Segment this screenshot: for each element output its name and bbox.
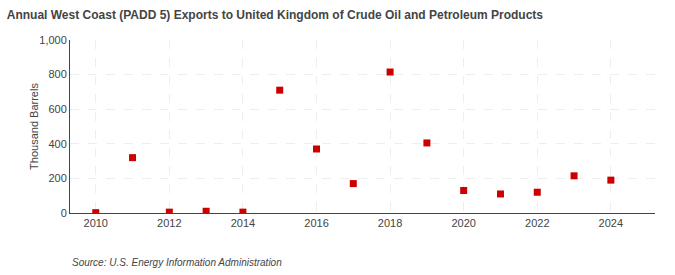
svg-text:1,000: 1,000 [39,34,67,46]
svg-text:Source: U.S. Energy Informatio: Source: U.S. Energy Information Administ… [72,257,282,268]
svg-text:Thousand Barrels: Thousand Barrels [28,83,40,170]
svg-text:0: 0 [61,207,67,219]
svg-text:2022: 2022 [525,217,549,229]
svg-text:2018: 2018 [378,217,402,229]
svg-text:2016: 2016 [304,217,328,229]
svg-text:2020: 2020 [451,217,475,229]
svg-text:2024: 2024 [599,217,623,229]
svg-text:800: 800 [48,68,66,80]
svg-text:2014: 2014 [231,217,255,229]
svg-text:Annual West Coast (PADD 5) Exp: Annual West Coast (PADD 5) Exports to Un… [7,8,544,22]
svg-text:2010: 2010 [84,217,108,229]
svg-text:2012: 2012 [157,217,181,229]
svg-text:400: 400 [48,138,66,150]
svg-text:600: 600 [48,103,66,115]
svg-text:200: 200 [48,172,66,184]
